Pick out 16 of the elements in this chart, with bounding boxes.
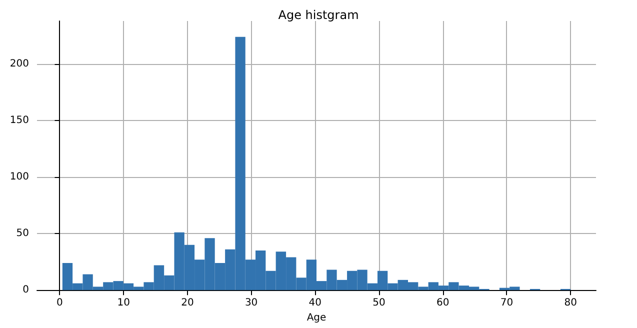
x-tick-label: 60 — [436, 298, 450, 309]
y-tick-label: 0 — [22, 284, 29, 296]
y-tick-label: 150 — [10, 115, 29, 126]
y-tick-label: 100 — [10, 172, 29, 183]
x-tick-label: 0 — [56, 298, 63, 309]
x-tick-label: 70 — [500, 298, 514, 309]
x-tick-label: 20 — [181, 298, 194, 309]
y-tick-label: 200 — [10, 58, 29, 70]
x-tick-label: 50 — [372, 298, 386, 309]
x-tick-label: 40 — [308, 298, 322, 309]
y-tick-label: 50 — [16, 228, 29, 240]
x-tick-label: 10 — [117, 298, 130, 309]
x-tick-label: 80 — [564, 298, 577, 309]
chart-title: Age histgram — [278, 8, 359, 22]
x-tick-label: 30 — [244, 298, 258, 309]
x-axis-title: Age — [306, 312, 326, 324]
